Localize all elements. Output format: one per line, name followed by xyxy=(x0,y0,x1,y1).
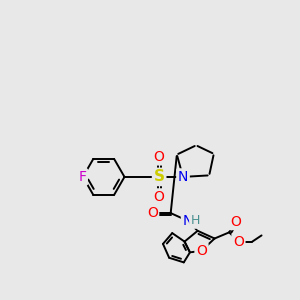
Text: O: O xyxy=(154,190,165,204)
Text: S: S xyxy=(154,169,165,184)
Text: F: F xyxy=(78,170,86,184)
Text: O: O xyxy=(233,235,244,249)
Text: N: N xyxy=(178,170,188,184)
Text: H: H xyxy=(190,214,200,227)
Text: O: O xyxy=(196,244,207,258)
Text: F: F xyxy=(78,170,86,184)
Text: N: N xyxy=(182,214,193,228)
Text: O: O xyxy=(154,150,165,164)
Text: O: O xyxy=(230,214,241,229)
Text: O: O xyxy=(147,206,158,220)
